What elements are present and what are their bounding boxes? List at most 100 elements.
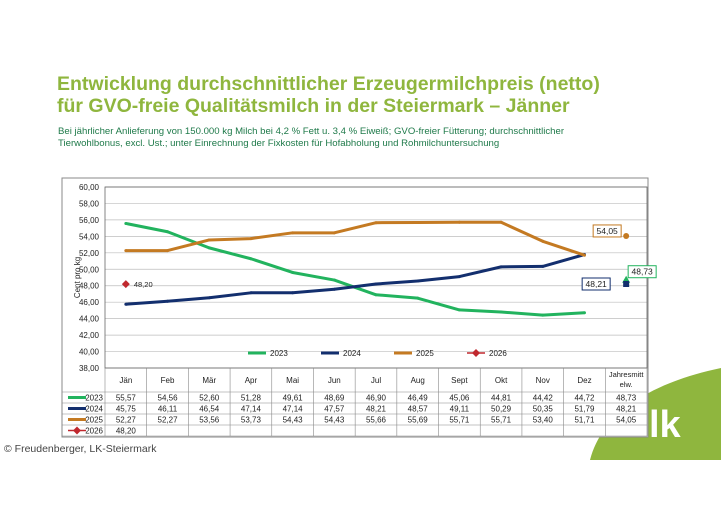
- y-axis-label: Cent pro kg: [73, 257, 82, 298]
- table-cell: 48,20: [116, 427, 137, 436]
- chart-title: Entwicklung durchschnittlicher Erzeugerm…: [57, 73, 600, 117]
- y-tick-label: 42,00: [79, 331, 100, 340]
- data-point-2026: [121, 280, 130, 289]
- title-line-2: für GVO-freie Qualitätsmilch in der Stei…: [57, 95, 570, 117]
- data-point-2024: [207, 296, 211, 300]
- table-cell: 54,56: [158, 394, 179, 403]
- legend-label: 2023: [270, 349, 288, 358]
- table-cell: 47,14: [283, 405, 304, 414]
- average-label-2023: 48,73: [632, 267, 654, 277]
- x-tick-label: Aug: [411, 376, 425, 385]
- table-cell: 45,06: [449, 394, 470, 403]
- table-cell: 44,72: [574, 394, 595, 403]
- table-cell: 47,14: [241, 405, 262, 414]
- table-cell: 49,11: [450, 405, 470, 414]
- data-point-2023: [124, 221, 128, 225]
- data-point-2024: [499, 265, 503, 269]
- average-label-box: [627, 265, 657, 279]
- table-cell: 48,21: [366, 405, 387, 414]
- table-series-name: 2025: [85, 416, 103, 425]
- data-point-2024: [541, 264, 545, 268]
- data-point-2024: [291, 291, 295, 295]
- average-marker-2025: [623, 232, 630, 239]
- table-cell: 53,56: [199, 416, 220, 425]
- x-tick-label: Jän: [119, 376, 132, 385]
- table-cell: 46,54: [199, 405, 220, 414]
- table-series-name: 2026: [85, 427, 103, 436]
- average-column-header: elw.: [620, 380, 633, 389]
- legend-label: 2026: [489, 349, 507, 358]
- table-cell-average: 48,21: [616, 405, 637, 414]
- table-cell: 53,40: [533, 416, 554, 425]
- table-cell: 48,69: [324, 394, 345, 403]
- data-point-2025: [291, 231, 295, 235]
- subtitle-line-1: Bei jährlicher Anlieferung von 150.000 k…: [58, 126, 565, 137]
- data-point-2025: [457, 220, 461, 224]
- x-tick-label: Jun: [328, 376, 341, 385]
- data-point-2023: [416, 296, 420, 300]
- table-series-name: 2023: [85, 394, 103, 403]
- y-tick-label: 54,00: [79, 232, 100, 241]
- table-cell: 52,27: [116, 416, 137, 425]
- data-point-2023: [541, 313, 545, 317]
- table-cell: 50,29: [491, 405, 512, 414]
- table-cell: 44,81: [491, 394, 512, 403]
- table-cell: 49,61: [283, 394, 304, 403]
- data-point-2023: [291, 270, 295, 274]
- table-cell: 50,35: [533, 405, 554, 414]
- data-label-2026: 48,20: [134, 280, 153, 289]
- average-marker-2023: [622, 275, 631, 283]
- y-tick-label: 44,00: [79, 315, 100, 324]
- x-tick-label: Apr: [245, 376, 258, 385]
- table-cell: 48,57: [408, 405, 429, 414]
- y-tick-label: 40,00: [79, 348, 100, 357]
- data-point-2023: [166, 230, 170, 234]
- data-point-2025: [207, 238, 211, 242]
- table-cell: 55,71: [491, 416, 512, 425]
- average-column-header: Jahresmitt: [609, 370, 645, 379]
- table-cell: 51,28: [241, 394, 262, 403]
- y-tick-label: 58,00: [79, 199, 100, 208]
- table-cell: 52,60: [199, 394, 220, 403]
- legend-label: 2025: [416, 349, 434, 358]
- data-point-2025: [582, 253, 586, 257]
- data-point-2023: [457, 308, 461, 312]
- y-tick-label: 56,00: [79, 216, 100, 225]
- data-point-2024: [249, 291, 253, 295]
- credit-text: © Freudenberger, LK-Steiermark: [4, 443, 157, 455]
- legend-marker: [472, 349, 480, 357]
- lk-logo: lk: [649, 404, 682, 446]
- x-tick-label: Mai: [286, 376, 299, 385]
- data-point-2025: [499, 220, 503, 224]
- table-series-name: 2024: [85, 405, 103, 414]
- data-point-2025: [416, 220, 420, 224]
- average-label-box: [592, 224, 622, 238]
- data-point-2024: [166, 299, 170, 303]
- table-cell: 47,57: [324, 405, 345, 414]
- data-point-2025: [124, 249, 128, 253]
- table-cell-average: 54,05: [616, 416, 637, 425]
- legend-label: 2024: [343, 349, 361, 358]
- data-point-2024: [374, 282, 378, 286]
- x-tick-label: Nov: [536, 376, 550, 385]
- table-cell: 55,71: [449, 416, 470, 425]
- data-point-2025: [332, 231, 336, 235]
- table-cell: 51,71: [574, 416, 595, 425]
- average-marker-2024: [623, 280, 630, 287]
- table-cell-average: 48,73: [616, 394, 637, 403]
- average-label-2024: 48,21: [586, 279, 608, 289]
- subtitle-line-2: Tierwohlbonus, excl. Ust.; unter Einrech…: [58, 138, 500, 149]
- title-line-1: Entwicklung durchschnittlicher Erzeugerm…: [57, 73, 600, 95]
- data-point-2025: [541, 239, 545, 243]
- y-tick-label: 50,00: [79, 265, 100, 274]
- data-point-2023: [207, 246, 211, 250]
- data-point-2023: [249, 257, 253, 261]
- y-tick-label: 48,00: [79, 282, 100, 291]
- table-cell: 46,11: [158, 405, 178, 414]
- data-point-2024: [416, 279, 420, 283]
- data-point-2023: [374, 293, 378, 297]
- x-tick-label: Mär: [202, 376, 216, 385]
- table-cell: 45,75: [116, 405, 137, 414]
